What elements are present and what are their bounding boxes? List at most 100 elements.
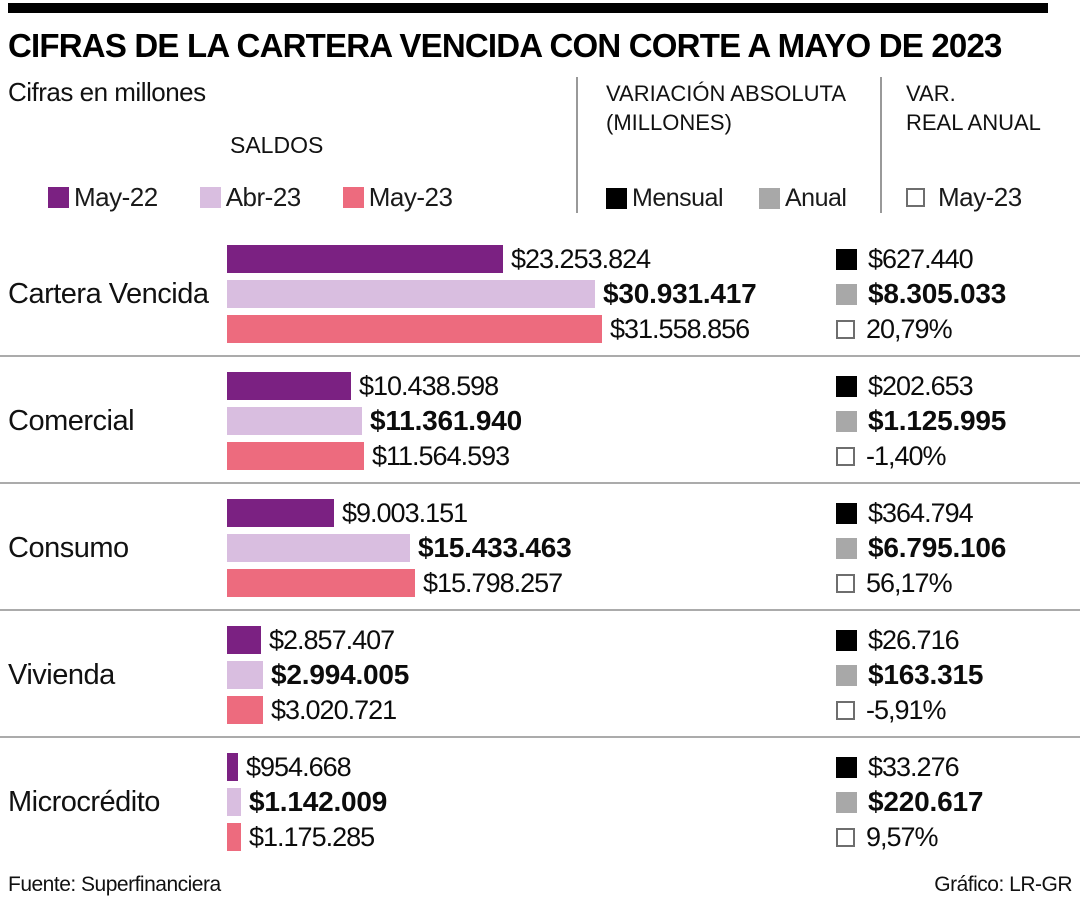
- bar-may22: [227, 372, 351, 400]
- variation-group: $202.653 $1.125.995 -1,40%: [836, 370, 1080, 471]
- bar-group: $10.438.598 $11.361.940 $11.564.593: [227, 370, 836, 471]
- bar-may22: [227, 626, 261, 654]
- bar-group: $9.003.151 $15.433.463 $15.798.257: [227, 497, 836, 598]
- bar-group: $954.668 $1.142.009 $1.175.285: [227, 751, 836, 852]
- bar-may23: [227, 823, 241, 851]
- variation-group: $627.440 $8.305.033 20,79%: [836, 243, 1080, 344]
- legend-item-anual: Anual: [759, 184, 847, 213]
- bar-value-label: $1.175.285: [249, 821, 375, 852]
- category-label: Comercial: [8, 404, 135, 437]
- saldos-header: Cifras en millones SALDOS May-22 Abr-23 …: [0, 77, 576, 213]
- may23-outline-swatch-icon: [836, 700, 855, 720]
- category-label: Microcrédito: [8, 785, 160, 818]
- var-real-anual-value: 56,17%: [866, 567, 953, 598]
- variacion-header: VARIACIÓN ABSOLUTA (MILLONES) Mensual An…: [576, 77, 880, 213]
- may23-outline-swatch-icon: [836, 319, 855, 339]
- legend-item-may23: May-23: [342, 182, 453, 213]
- mensual-swatch-icon: [836, 629, 857, 651]
- category-label: Consumo: [8, 531, 129, 564]
- variation-group: $26.716 $163.315 -5,91%: [836, 624, 1080, 725]
- may23-outline-swatch-icon: [836, 827, 855, 847]
- legend-item-mensual: Mensual: [606, 184, 724, 213]
- may23-outline-swatch-icon: [836, 573, 855, 593]
- legend-item-abr23: Abr-23: [199, 182, 302, 213]
- saldos-title: SALDOS: [230, 131, 324, 158]
- variacion-anual-value: $8.305.033: [868, 278, 1007, 309]
- bar-may22: [227, 245, 503, 273]
- anual-swatch-icon: [836, 410, 857, 432]
- chart-rows: Cartera Vencida $23.253.824 $30.931.417 …: [0, 230, 1080, 863]
- legend-label: Mensual: [632, 184, 724, 212]
- mensual-swatch-icon: [836, 248, 857, 270]
- variacion-mensual-value: $26.716: [868, 624, 960, 655]
- bar-value-label: $10.438.598: [359, 370, 499, 401]
- graphic-credit: Gráfico: LR-GR: [934, 873, 1072, 896]
- var-real-anual-value: -5,91%: [866, 694, 947, 725]
- variation-group: $364.794 $6.795.106 56,17%: [836, 497, 1080, 598]
- variacion-mensual-value: $202.653: [868, 370, 974, 401]
- may23-outline-swatch-icon: [836, 446, 855, 466]
- bar-may22: [227, 753, 238, 781]
- bar-value-label: $15.798.257: [423, 567, 563, 598]
- var-real-title: VAR. REAL ANUAL: [906, 81, 1041, 135]
- bar-may23: [227, 569, 415, 597]
- bar-value-label: $9.003.151: [342, 497, 468, 528]
- var-real-header: VAR. REAL ANUAL May-23: [880, 77, 1080, 213]
- bar-group: $23.253.824 $30.931.417 $31.558.856: [227, 243, 836, 344]
- source-credit: Fuente: Superfinanciera: [8, 873, 221, 896]
- legend-label: May-23: [938, 182, 1022, 212]
- bar-abr23: [227, 788, 241, 816]
- may22-swatch-icon: [48, 187, 69, 208]
- row-microcredito: Microcrédito $954.668 $1.142.009 $1.175.…: [0, 738, 1080, 863]
- mensual-swatch-icon: [836, 756, 857, 778]
- row-consumo: Consumo $9.003.151 $15.433.463 $15.798.2…: [0, 484, 1080, 611]
- bar-may23: [227, 696, 263, 724]
- bar-may23: [227, 442, 364, 470]
- var-real-anual-value: 20,79%: [866, 313, 953, 344]
- legend-item-var-may23: May-23: [906, 182, 1022, 213]
- footer: Fuente: Superfinanciera Gráfico: LR-GR: [0, 873, 1080, 897]
- var-real-anual-value: 9,57%: [866, 821, 939, 852]
- bar-value-label: $31.558.856: [610, 313, 750, 344]
- variacion-anual-value: $220.617: [868, 786, 984, 817]
- bar-value-label: $15.433.463: [418, 532, 572, 563]
- bar-value-label: $11.564.593: [372, 440, 510, 471]
- bar-abr23: [227, 534, 410, 562]
- bar-may22: [227, 499, 334, 527]
- column-headers: Cifras en millones SALDOS May-22 Abr-23 …: [0, 77, 1080, 213]
- anual-swatch-icon: [759, 188, 780, 209]
- variacion-mensual-value: $364.794: [868, 497, 974, 528]
- row-vivienda: Vivienda $2.857.407 $2.994.005 $3.020.72…: [0, 611, 1080, 738]
- variacion-mensual-value: $627.440: [868, 243, 974, 274]
- may23-outline-swatch-icon: [906, 188, 925, 207]
- bar-value-label: $23.253.824: [511, 243, 651, 274]
- variacion-mensual-value: $33.276: [868, 751, 960, 782]
- bar-value-label: $30.931.417: [603, 278, 757, 309]
- units-note: Cifras en millones: [8, 77, 206, 107]
- legend-item-may22: May-22: [48, 182, 158, 213]
- variacion-anual-value: $1.125.995: [868, 405, 1007, 436]
- mensual-swatch-icon: [836, 375, 857, 397]
- bar-abr23: [227, 661, 263, 689]
- top-rule: [8, 3, 1048, 13]
- bar-value-label: $2.857.407: [269, 624, 395, 655]
- bar-value-label: $2.994.005: [271, 659, 410, 690]
- row-comercial: Comercial $10.438.598 $11.361.940 $11.56…: [0, 357, 1080, 484]
- variacion-anual-value: $6.795.106: [868, 532, 1007, 563]
- variacion-title: VARIACIÓN ABSOLUTA (MILLONES): [606, 81, 847, 135]
- mensual-swatch-icon: [836, 502, 857, 524]
- bar-abr23: [227, 407, 362, 435]
- bar-value-label: $954.668: [246, 751, 352, 782]
- variacion-legend: Mensual Anual: [606, 184, 880, 213]
- bar-may23: [227, 315, 602, 343]
- bar-value-label: $1.142.009: [249, 786, 388, 817]
- category-label: Vivienda: [8, 658, 115, 691]
- row-cartera-vencida: Cartera Vencida $23.253.824 $30.931.417 …: [0, 230, 1080, 357]
- variation-group: $33.276 $220.617 9,57%: [836, 751, 1080, 852]
- legend-label: Abr-23: [225, 182, 302, 212]
- anual-swatch-icon: [836, 791, 857, 813]
- may23-swatch-icon: [342, 187, 364, 208]
- category-label: Cartera Vencida: [8, 277, 209, 310]
- legend-label: May-22: [74, 182, 158, 212]
